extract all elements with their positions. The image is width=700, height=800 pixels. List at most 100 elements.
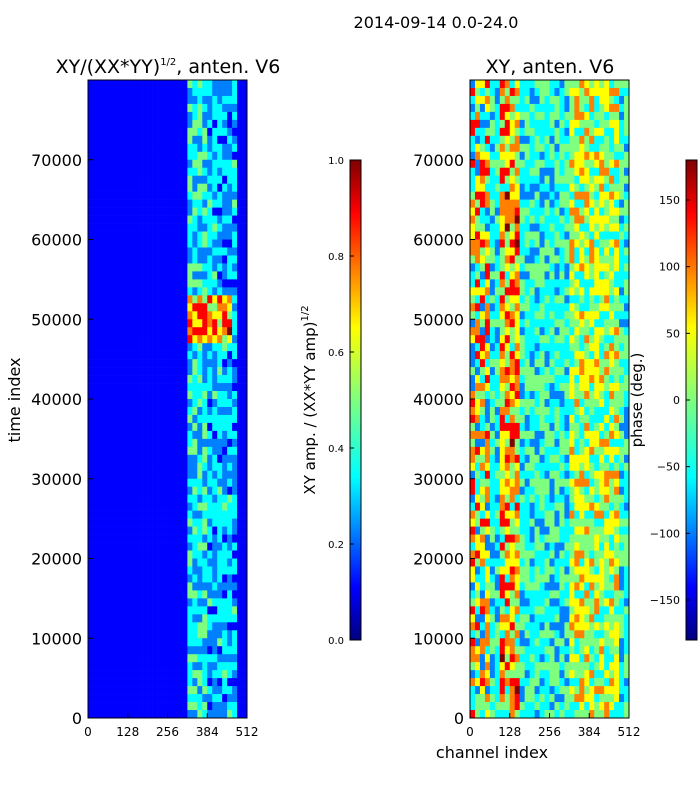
heatmap-cell (237, 614, 243, 623)
heatmap-cell (222, 518, 228, 527)
heatmap-cell (619, 510, 625, 519)
heatmap-cell (484, 343, 491, 352)
heatmap-cell (534, 462, 540, 472)
heatmap-cell (167, 438, 173, 448)
heatmap-cell (97, 494, 104, 503)
heatmap-cell (544, 670, 550, 679)
heatmap-cell (569, 215, 575, 224)
heatmap-cell (192, 574, 198, 583)
heatmap-cell (619, 271, 625, 280)
heatmap-cell (519, 351, 525, 360)
heatmap-cell (207, 638, 213, 647)
heatmap-cell (624, 207, 630, 216)
heatmap-cell (564, 199, 570, 208)
heatmap-cell (167, 406, 173, 416)
heatmap-cell (564, 151, 570, 161)
heatmap-cell (539, 582, 545, 591)
heatmap-cell (92, 375, 99, 384)
heatmap-cell (192, 662, 198, 671)
heatmap-cell (202, 590, 208, 599)
heatmap-cell (514, 191, 520, 200)
heatmap-cell (207, 359, 213, 368)
heatmap-cell (589, 510, 595, 519)
heatmap-cell (499, 406, 506, 416)
heatmap-cell (177, 159, 183, 169)
heatmap-cell (594, 654, 600, 663)
heatmap-cell (524, 95, 530, 105)
heatmap-cell (589, 606, 595, 615)
heatmap-cell (594, 311, 600, 320)
heatmap-cell (122, 566, 129, 575)
heatmap-cell (167, 319, 173, 328)
heatmap-cell (147, 175, 153, 184)
heatmap-cell (102, 478, 109, 488)
heatmap-cell (524, 375, 530, 384)
left-colorbar-bar (349, 159, 362, 641)
heatmap-cell (212, 383, 218, 392)
heatmap-cell (142, 494, 148, 503)
heatmap-cell (534, 526, 540, 535)
heatmap-cell (157, 111, 163, 121)
heatmap-cell (470, 622, 476, 631)
heatmap-cell (162, 510, 168, 519)
heatmap-cell (594, 422, 600, 432)
heatmap-cell (534, 454, 540, 464)
heatmap-cell (479, 255, 486, 264)
heatmap-cell (97, 295, 104, 304)
heatmap-cell (132, 87, 138, 97)
heatmap-cell (147, 414, 153, 424)
heatmap-cell (102, 518, 109, 527)
heatmap-cell (624, 414, 630, 424)
heatmap-cell (470, 630, 476, 639)
heatmap-cell (574, 590, 580, 599)
heatmap-cell (470, 335, 476, 344)
heatmap-cell (227, 159, 233, 169)
heatmap-cell (609, 494, 615, 503)
heatmap-cell (242, 550, 248, 559)
heatmap-cell (102, 247, 109, 256)
heatmap-cell (489, 670, 496, 679)
heatmap-cell (142, 367, 148, 376)
heatmap-cell (192, 494, 198, 503)
heatmap-cell (102, 646, 109, 655)
heatmap-cell (172, 590, 178, 599)
heatmap-cell (197, 590, 203, 599)
heatmap-cell (227, 319, 233, 328)
heatmap-cell (242, 263, 248, 272)
heatmap-cell (162, 678, 168, 687)
heatmap-cell (524, 422, 530, 432)
heatmap-cell (624, 127, 630, 137)
heatmap-cell (152, 438, 158, 448)
heatmap-cell (569, 430, 575, 440)
heatmap-cell (117, 614, 124, 623)
heatmap-cell (167, 263, 173, 272)
heatmap-cell (187, 303, 193, 312)
heatmap-cell (142, 111, 148, 121)
heatmap-cell (569, 478, 575, 488)
heatmap-cell (554, 311, 560, 320)
heatmap-cell (232, 215, 238, 224)
heatmap-cell (594, 183, 600, 192)
heatmap-cell (217, 159, 223, 169)
heatmap-cell (227, 654, 233, 663)
heatmap-cell (579, 351, 585, 360)
heatmap-cell (222, 263, 228, 272)
heatmap-cell (564, 566, 570, 575)
heatmap-cell (564, 87, 570, 97)
heatmap-cell (549, 231, 555, 240)
heatmap-cell (147, 574, 153, 583)
heatmap-cell (489, 438, 496, 448)
heatmap-cell (117, 510, 124, 519)
heatmap-cell (172, 446, 178, 456)
heatmap-cell (182, 295, 188, 304)
heatmap-cell (549, 478, 555, 488)
heatmap-cell (574, 558, 580, 567)
heatmap-cell (609, 406, 615, 416)
heatmap-cell (564, 335, 570, 344)
heatmap-cell (182, 510, 188, 519)
heatmap-cell (594, 406, 600, 416)
heatmap-cell (494, 430, 501, 440)
heatmap-cell (222, 135, 228, 145)
heatmap-cell (554, 247, 560, 256)
heatmap-cell (142, 87, 148, 97)
